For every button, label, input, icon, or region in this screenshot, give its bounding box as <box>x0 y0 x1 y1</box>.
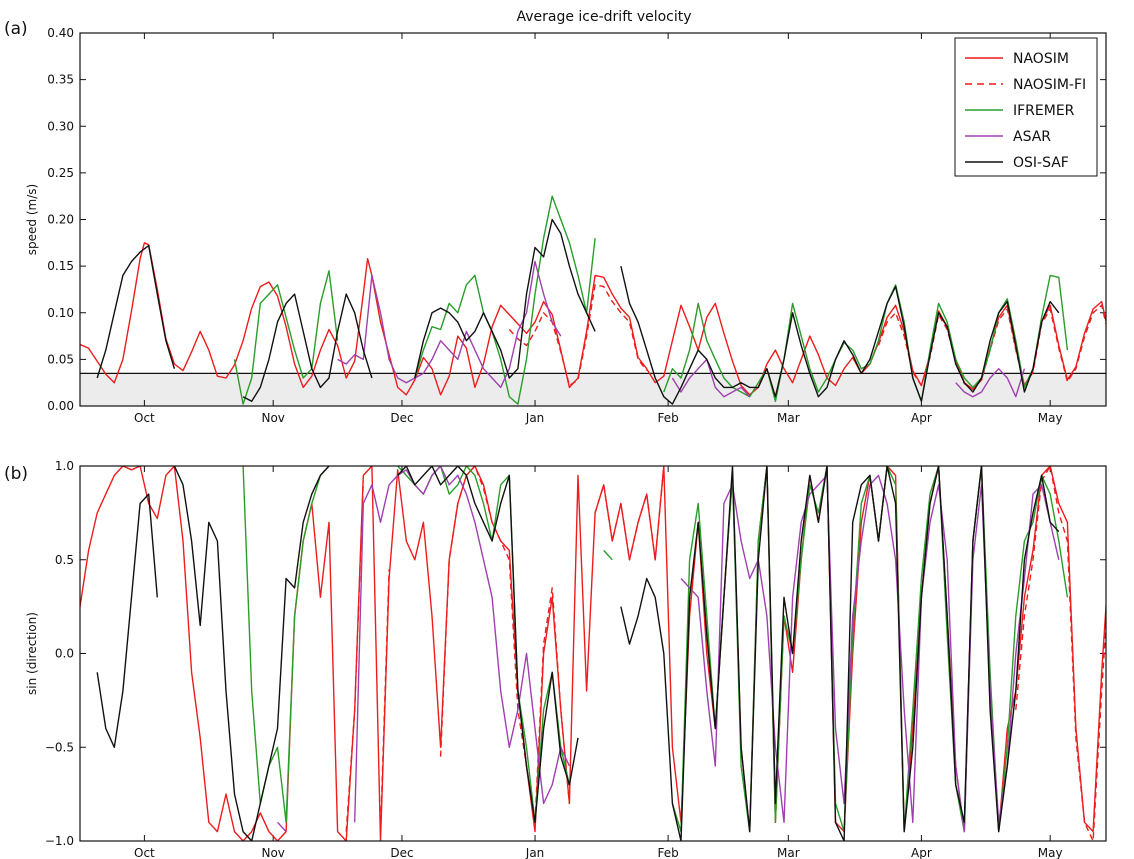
x-tick-label-mar: Mar <box>777 411 800 425</box>
series-line-naosim-fi <box>439 466 571 823</box>
x-tick-label-feb: Feb <box>658 411 679 425</box>
x-tick-label-oct: Oct <box>134 411 155 425</box>
x-tick-label-may: May <box>1038 846 1063 859</box>
x-tick-label-oct: Oct <box>134 846 155 859</box>
series-line-ifremer <box>671 466 1069 833</box>
series-line-asar <box>337 260 562 389</box>
panel-a-plot: 0.00 0.05 0.10 0.15 0.20 0.25 0.30 0.35 0.40 Oct N… <box>25 26 1107 425</box>
series-line-osi-saf <box>620 265 1060 405</box>
legend-label-osi-saf: OSI-SAF <box>1013 155 1069 171</box>
series-line-naosim-fi <box>1015 466 1106 841</box>
series-line-asar <box>671 358 751 398</box>
series-line-osi-saf <box>96 493 158 748</box>
x-tick-label-apr: Apr <box>911 846 932 859</box>
series-line-naosim-fi <box>379 569 390 832</box>
y-tick-label: −1.0 <box>45 834 74 848</box>
figure-title: Average ice-drift velocity <box>516 9 691 25</box>
y-tick-label: 0.05 <box>47 352 74 366</box>
legend: NAOSIM NAOSIM-FI IFREMER ASAR OSI-SAF <box>954 37 1098 177</box>
threshold-band <box>80 373 1106 406</box>
series-line-osi-saf <box>96 244 176 379</box>
series-group <box>80 466 1106 841</box>
series-line-naosim-fi <box>594 466 665 561</box>
y-tick-label: 0.5 <box>55 553 74 567</box>
series-line-naosim-fi <box>345 480 364 832</box>
series-line-osi-saf <box>397 466 579 823</box>
x-tick-label-jan: Jan <box>525 411 545 425</box>
series-line-ifremer <box>603 549 613 561</box>
series-line-naosim-fi <box>508 284 648 387</box>
y-tick-label: 0.20 <box>47 213 74 227</box>
legend-label-asar: ASAR <box>1013 129 1051 145</box>
panel-a-label: (a) <box>4 19 28 39</box>
series-line-osi-saf <box>242 293 373 402</box>
plot-frame <box>79 465 1107 842</box>
series-line-naosim <box>80 242 1106 396</box>
y-tick-label: 0.15 <box>47 259 74 273</box>
series-line-osi-saf <box>620 466 1060 841</box>
x-tick-label-mar: Mar <box>777 846 800 859</box>
series-line-ifremer <box>233 270 339 405</box>
series-line-ifremer <box>242 466 330 823</box>
y-tick-label: 0.00 <box>47 399 74 413</box>
series-line-asar <box>276 821 287 833</box>
y-tick-label: 0.30 <box>47 119 74 133</box>
y-tick-label: 0.25 <box>47 166 74 180</box>
panel-b-plot: −1.0 −0.5 0.0 0.5 1.0 Oct Nov Dec Jan Feb Mar Apr Ma… <box>25 459 1107 859</box>
y-tick-label: 0.35 <box>47 73 74 87</box>
y-tick-label: 0.0 <box>55 647 74 661</box>
x-tick-label-nov: Nov <box>261 411 284 425</box>
y-axis-label: sin (direction) <box>25 612 39 695</box>
x-tick-label-may: May <box>1038 411 1063 425</box>
y-axis-label: speed (m/s) <box>25 184 39 255</box>
y-tick-label: 0.40 <box>47 26 74 40</box>
series-group <box>80 195 1106 405</box>
panel-b-label: (b) <box>4 464 28 484</box>
legend-box <box>954 37 1098 177</box>
y-tick-label: −0.5 <box>45 740 74 754</box>
x-tick-label-apr: Apr <box>911 411 932 425</box>
x-tick-label-jan: Jan <box>525 846 545 859</box>
series-line-asar <box>354 466 571 823</box>
x-tick-label-nov: Nov <box>261 846 284 859</box>
y-tick-label: 0.10 <box>47 306 74 320</box>
legend-label-naosim-fi: NAOSIM-FI <box>1013 77 1086 93</box>
series-line-asar <box>955 368 1026 398</box>
x-tick-label-dec: Dec <box>390 846 413 859</box>
series-line-asar <box>680 474 1060 833</box>
series-line-osi-saf <box>414 218 596 379</box>
series-line-naosim-fi <box>877 304 1106 390</box>
plot-frame <box>79 32 1107 407</box>
y-tick-label: 1.0 <box>55 459 74 473</box>
x-tick-label-feb: Feb <box>658 846 679 859</box>
series-line-osi-saf <box>173 466 330 841</box>
legend-label-naosim: NAOSIM <box>1013 51 1069 67</box>
series-line-ifremer <box>397 466 571 823</box>
x-tick-label-dec: Dec <box>390 411 413 425</box>
legend-label-ifremer: IFREMER <box>1013 103 1075 119</box>
